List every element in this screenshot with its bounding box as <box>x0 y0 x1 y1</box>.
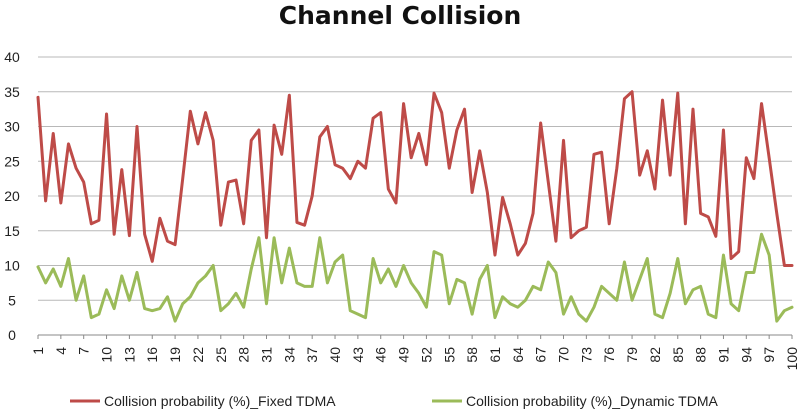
x-tick-label: 88 <box>693 347 709 363</box>
y-tick-label: 10 <box>4 258 20 274</box>
y-tick-label: 0 <box>8 327 16 343</box>
x-tick-label: 94 <box>738 347 754 363</box>
x-tick-label: 55 <box>441 347 457 363</box>
x-tick-label: 1 <box>30 347 46 355</box>
x-tick-label: 49 <box>396 347 412 363</box>
y-tick-label: 20 <box>4 188 20 204</box>
y-tick-label: 5 <box>8 292 16 308</box>
x-tick-label: 97 <box>761 347 777 363</box>
series-line-dynamic-tdma <box>36 232 794 323</box>
x-tick-label: 22 <box>190 347 206 363</box>
x-tick-label: 40 <box>327 347 343 363</box>
x-tick-label: 19 <box>167 347 183 363</box>
x-tick-label: 85 <box>670 347 686 363</box>
y-tick-label: 40 <box>4 49 20 65</box>
x-tick-label: 4 <box>53 347 69 355</box>
series-line-fixed-tdma <box>36 90 794 267</box>
x-tick-label: 61 <box>487 347 503 363</box>
legend: Collision probability (%)_Fixed TDMA Coll… <box>70 393 718 409</box>
y-tick-label: 25 <box>4 153 20 169</box>
x-axis: 1 4 7 10 13 16 19 22 25 28 31 34 37 40 43 46 49 52 55 58 61 6… <box>30 335 800 370</box>
y-tick-label: 35 <box>4 84 20 100</box>
x-tick-label: 73 <box>578 347 594 363</box>
x-tick-label: 79 <box>624 347 640 363</box>
x-tick-label: 25 <box>213 347 229 363</box>
x-tick-label: 67 <box>533 347 549 363</box>
x-tick-label: 10 <box>99 347 115 363</box>
x-tick-label: 46 <box>373 347 389 363</box>
y-tick-label: 15 <box>4 223 20 239</box>
x-tick-label: 13 <box>121 347 137 363</box>
x-tick-label: 52 <box>418 347 434 363</box>
x-tick-label: 64 <box>510 347 526 363</box>
y-tick-label: 30 <box>4 119 20 135</box>
x-tick-label: 31 <box>258 347 274 363</box>
x-tick-label: 7 <box>76 347 92 355</box>
y-axis: 0 5 10 15 20 25 30 35 40 <box>4 49 20 343</box>
x-tick-label: 37 <box>304 347 320 363</box>
chart-title: Channel Collision <box>279 1 522 30</box>
series-lines <box>36 90 794 323</box>
x-tick-label: 82 <box>647 347 663 363</box>
x-tick-label: 70 <box>556 347 572 363</box>
legend-label: Collision probability (%)_Fixed TDMA <box>104 393 336 409</box>
x-tick-label: 91 <box>715 347 731 363</box>
x-tick-label: 28 <box>236 347 252 363</box>
legend-label: Collision probability (%)_Dynamic TDMA <box>466 393 718 409</box>
x-tick-label: 34 <box>281 347 297 363</box>
x-tick-label: 76 <box>601 347 617 363</box>
x-tick-label: 58 <box>464 347 480 363</box>
x-tick-label: 100 <box>784 347 800 371</box>
x-tick-label: 16 <box>144 347 160 363</box>
x-tick-label: 43 <box>350 347 366 363</box>
